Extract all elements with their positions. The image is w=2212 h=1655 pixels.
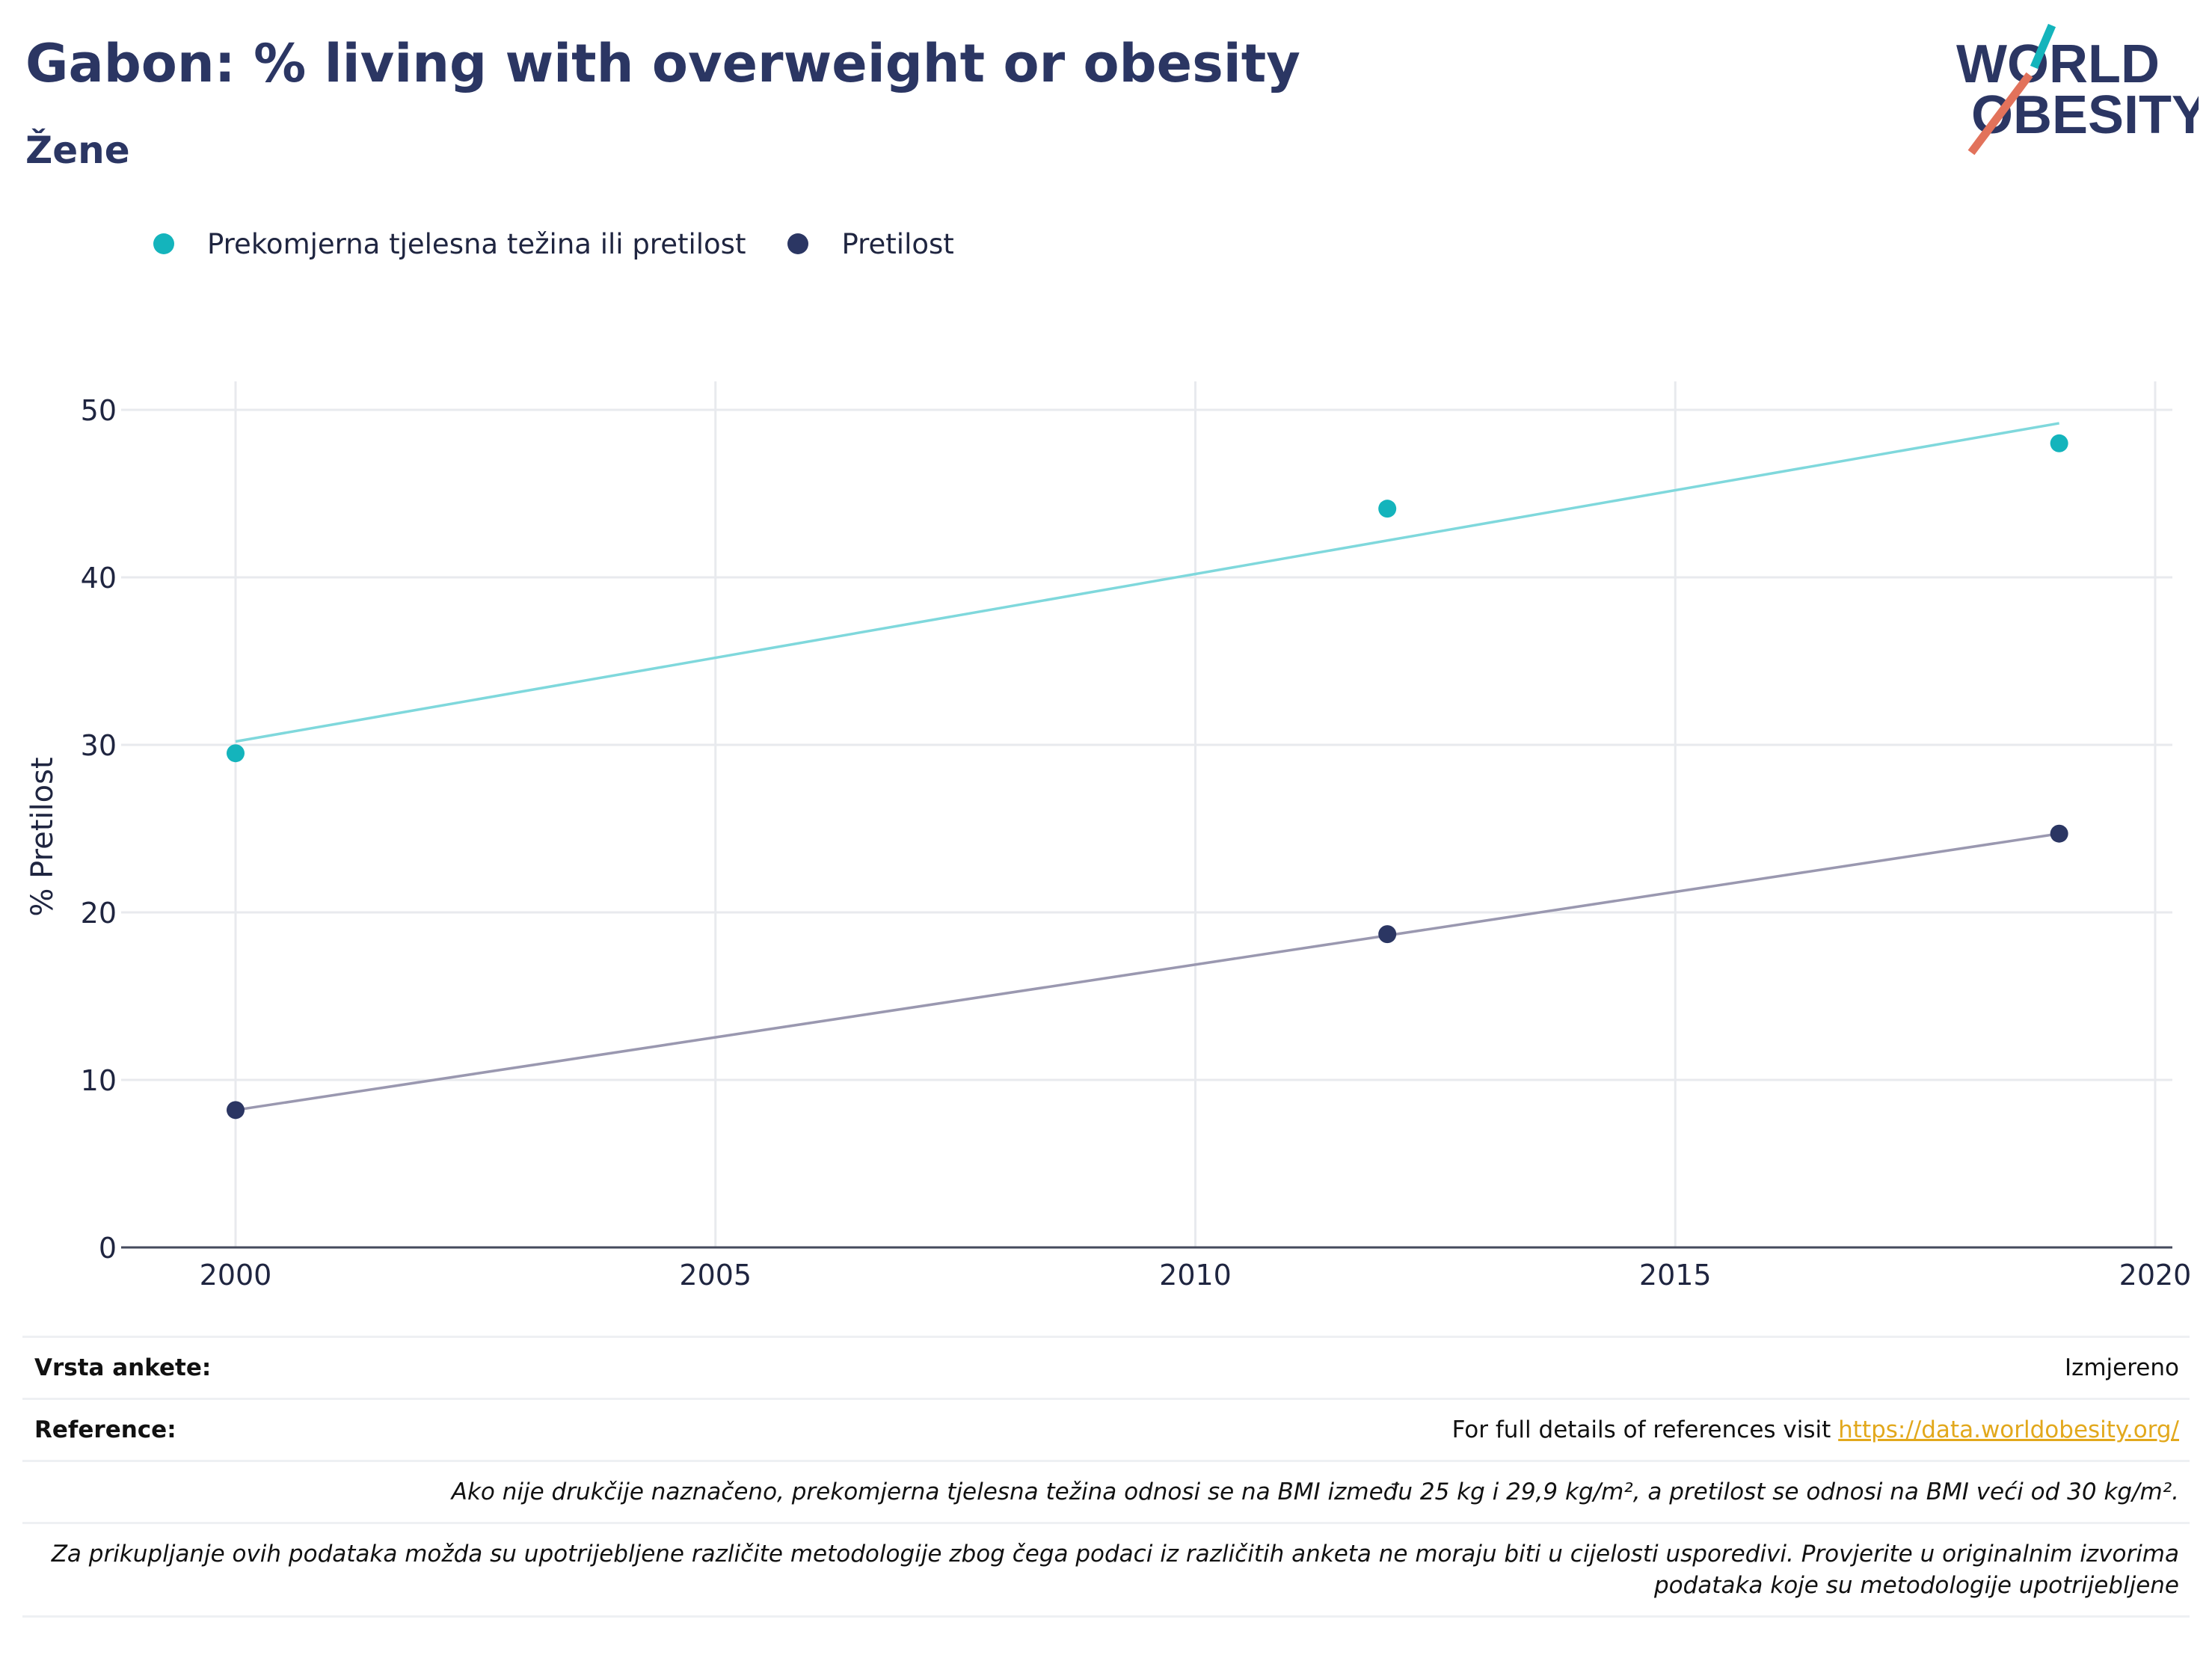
data-point-series-0-2000 <box>227 744 245 763</box>
data-point-series-1-2019 <box>2050 824 2068 843</box>
y-axis-title: % Pretilost <box>25 757 60 916</box>
definition-note: Ako nije drukčije naznačeno, prekomjerna… <box>451 1479 2179 1505</box>
methodology-note: Za prikupljanje ovih podataka možda su u… <box>34 1538 2179 1601</box>
legend-marker-obesity <box>787 233 809 254</box>
methodology-note-line2: podataka koje su metodologije upotrijebl… <box>1653 1572 2179 1599</box>
definition-note-row: Ako nije drukčije naznačeno, prekomjerna… <box>22 1460 2190 1522</box>
reference-label: Reference: <box>34 1416 176 1443</box>
data-point-series-1-2000 <box>227 1101 245 1120</box>
logo-word-world: WORLD <box>1956 34 2160 94</box>
logo-word-obesity: OBESITY <box>1971 85 2199 145</box>
world-obesity-logo: WORLD OBESITY <box>1956 23 2199 156</box>
chart-subtitle: Žene <box>25 129 130 172</box>
survey-type-label: Vrsta ankete: <box>34 1354 212 1381</box>
x-tick-label-2000: 2000 <box>200 1259 272 1292</box>
legend-item-overweight[interactable]: Prekomjerna tjelesna težina ili pretilos… <box>153 228 746 260</box>
y-tick-label-50: 50 <box>81 394 117 427</box>
footer-notes: Vrsta ankete: Izmjereno Reference: For f… <box>22 1336 2190 1618</box>
reference-info: For full details of references visit htt… <box>1452 1416 2179 1443</box>
legend-marker-overweight <box>153 233 174 254</box>
data-point-series-0-2012 <box>1378 500 1397 518</box>
reference-text: For full details of references visit <box>1451 1416 1839 1443</box>
methodology-note-line1: Za prikupljanje ovih podataka možda su u… <box>51 1541 2179 1568</box>
chart-plot: 2000 2005 2010 2015 2020 0 10 20 30 40 50 % Pretilo… <box>25 381 2192 1292</box>
chart-title: Gabon: % living with overweight or obesi… <box>25 33 1300 94</box>
trend-line-series-0 <box>235 422 2059 743</box>
legend-label-obesity: Pretilost <box>841 227 954 260</box>
y-tick-label-40: 40 <box>81 562 117 595</box>
y-tick-label-20: 20 <box>81 897 117 930</box>
y-tick-label-30: 30 <box>81 729 117 762</box>
reference-row: Reference: For full details of reference… <box>22 1398 2190 1460</box>
survey-type-row: Vrsta ankete: Izmjereno <box>22 1336 2190 1398</box>
data-point-series-1-2012 <box>1378 925 1397 944</box>
data-point-series-0-2019 <box>2050 434 2068 452</box>
legend-item-obesity[interactable]: Pretilost <box>787 227 954 260</box>
y-tick-label-0: 0 <box>99 1232 117 1265</box>
legend: Prekomjerna tjelesna težina ili pretilos… <box>153 221 996 266</box>
x-tick-label-2015: 2015 <box>1639 1259 1712 1292</box>
y-tick-label-10: 10 <box>81 1064 117 1097</box>
logo-slash-coral <box>1967 72 2033 156</box>
legend-label-overweight: Prekomjerna tjelesna težina ili pretilos… <box>207 227 746 260</box>
survey-type-value: Izmjereno <box>2064 1354 2179 1381</box>
x-tick-label-2005: 2005 <box>679 1259 752 1292</box>
x-tick-label-2020: 2020 <box>2119 1259 2192 1292</box>
x-tick-label-2010: 2010 <box>1159 1259 1232 1292</box>
methodology-note-row: Za prikupljanje ovih podataka možda su u… <box>22 1522 2190 1618</box>
logo-slash-teal <box>2030 23 2056 70</box>
trend-line-series-1 <box>235 832 2059 1112</box>
reference-link[interactable]: https://data.worldobesity.org/ <box>1838 1416 2179 1443</box>
